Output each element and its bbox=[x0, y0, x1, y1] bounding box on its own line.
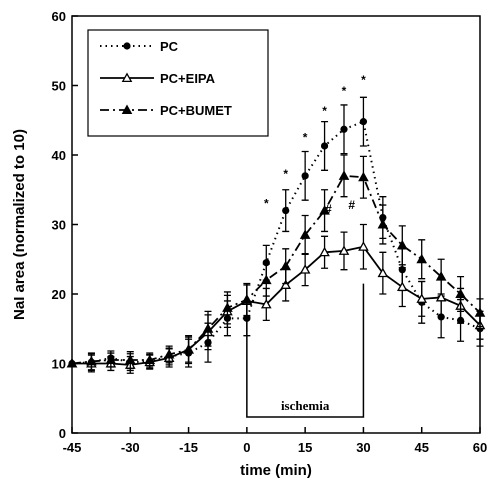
legend-box bbox=[87, 29, 269, 137]
data-point bbox=[299, 264, 311, 274]
x-tick-label: 45 bbox=[414, 440, 428, 455]
data-point bbox=[320, 142, 329, 150]
legend-label: PC+EIPA bbox=[160, 71, 216, 86]
x-tick-label: 15 bbox=[298, 440, 312, 455]
data-point bbox=[396, 239, 408, 250]
data-point bbox=[359, 118, 368, 126]
data-point bbox=[319, 205, 330, 215]
significance-star: * bbox=[283, 167, 288, 181]
y-tick-label: 20 bbox=[52, 287, 66, 302]
significance-hash: # bbox=[325, 202, 332, 216]
data-point bbox=[338, 170, 350, 180]
data-point bbox=[123, 42, 131, 50]
ischemia-label: ischemia bbox=[281, 398, 330, 413]
y-axis-title: NaI area (normalized to 10) bbox=[11, 129, 28, 320]
data-point bbox=[144, 354, 156, 365]
ticks: -45 -30 -15 0 15 30 45 60 0 10 20 30 40 50 60 bbox=[52, 9, 488, 455]
series-layer bbox=[66, 96, 486, 374]
y-tick-label: 10 bbox=[52, 357, 66, 372]
data-point bbox=[280, 260, 292, 271]
significance-star: * bbox=[303, 131, 308, 145]
data-point bbox=[124, 354, 136, 365]
data-point bbox=[377, 267, 389, 278]
y-tick-label: 30 bbox=[52, 218, 66, 233]
data-point bbox=[241, 294, 253, 304]
data-point bbox=[121, 72, 133, 83]
data-point bbox=[435, 271, 447, 281]
significance-hash: # bbox=[348, 198, 355, 212]
significance-star: * bbox=[264, 197, 269, 211]
significance-markers: * * * * * * # # bbox=[264, 73, 366, 216]
data-point bbox=[358, 171, 369, 182]
legend-label: PC+BUMET bbox=[160, 103, 232, 118]
data-point bbox=[202, 323, 214, 333]
data-point bbox=[86, 355, 97, 366]
data-point bbox=[396, 281, 408, 292]
series-line bbox=[71, 120, 481, 365]
significance-star: * bbox=[361, 73, 366, 87]
data-point bbox=[377, 218, 389, 229]
data-point bbox=[358, 241, 369, 251]
data-point bbox=[163, 348, 175, 359]
data-point bbox=[105, 354, 117, 365]
x-tick-label: -45 bbox=[63, 440, 82, 455]
legend-label: PC bbox=[160, 39, 179, 54]
data-point bbox=[301, 172, 309, 180]
y-tick-label: 0 bbox=[59, 426, 66, 441]
data-point bbox=[280, 279, 292, 289]
data-point bbox=[319, 246, 330, 257]
data-point bbox=[455, 288, 466, 299]
x-tick-label: 30 bbox=[356, 440, 370, 455]
data-point bbox=[260, 298, 272, 309]
data-point bbox=[260, 274, 272, 285]
series-line bbox=[72, 245, 481, 366]
data-point bbox=[416, 253, 428, 264]
y-tick-label: 40 bbox=[52, 148, 66, 163]
data-point bbox=[183, 344, 194, 354]
x-tick-label: -15 bbox=[179, 440, 198, 455]
series-0 bbox=[68, 96, 484, 372]
data-point bbox=[299, 229, 311, 239]
y-tick-label: 60 bbox=[52, 9, 66, 24]
significance-star: * bbox=[342, 84, 347, 98]
series-line bbox=[71, 174, 481, 365]
data-point bbox=[416, 293, 428, 303]
data-point bbox=[121, 104, 133, 115]
x-tick-label: 60 bbox=[473, 440, 487, 455]
data-point bbox=[282, 207, 290, 215]
data-point bbox=[338, 245, 350, 255]
ischemia-bracket-line bbox=[246, 283, 365, 418]
series-2 bbox=[66, 154, 486, 371]
x-tick-label: -30 bbox=[121, 440, 140, 455]
significance-star: * bbox=[322, 104, 327, 118]
x-axis-title: time (min) bbox=[240, 462, 312, 479]
x-tick-label: 0 bbox=[243, 440, 250, 455]
data-point bbox=[435, 291, 447, 302]
y-tick-label: 50 bbox=[52, 79, 66, 94]
ischemia-bracket: ischemia bbox=[246, 283, 365, 418]
data-point bbox=[340, 125, 348, 133]
legend: PC PC+EIPA PC+BUMET bbox=[87, 29, 269, 137]
data-point bbox=[222, 302, 233, 312]
